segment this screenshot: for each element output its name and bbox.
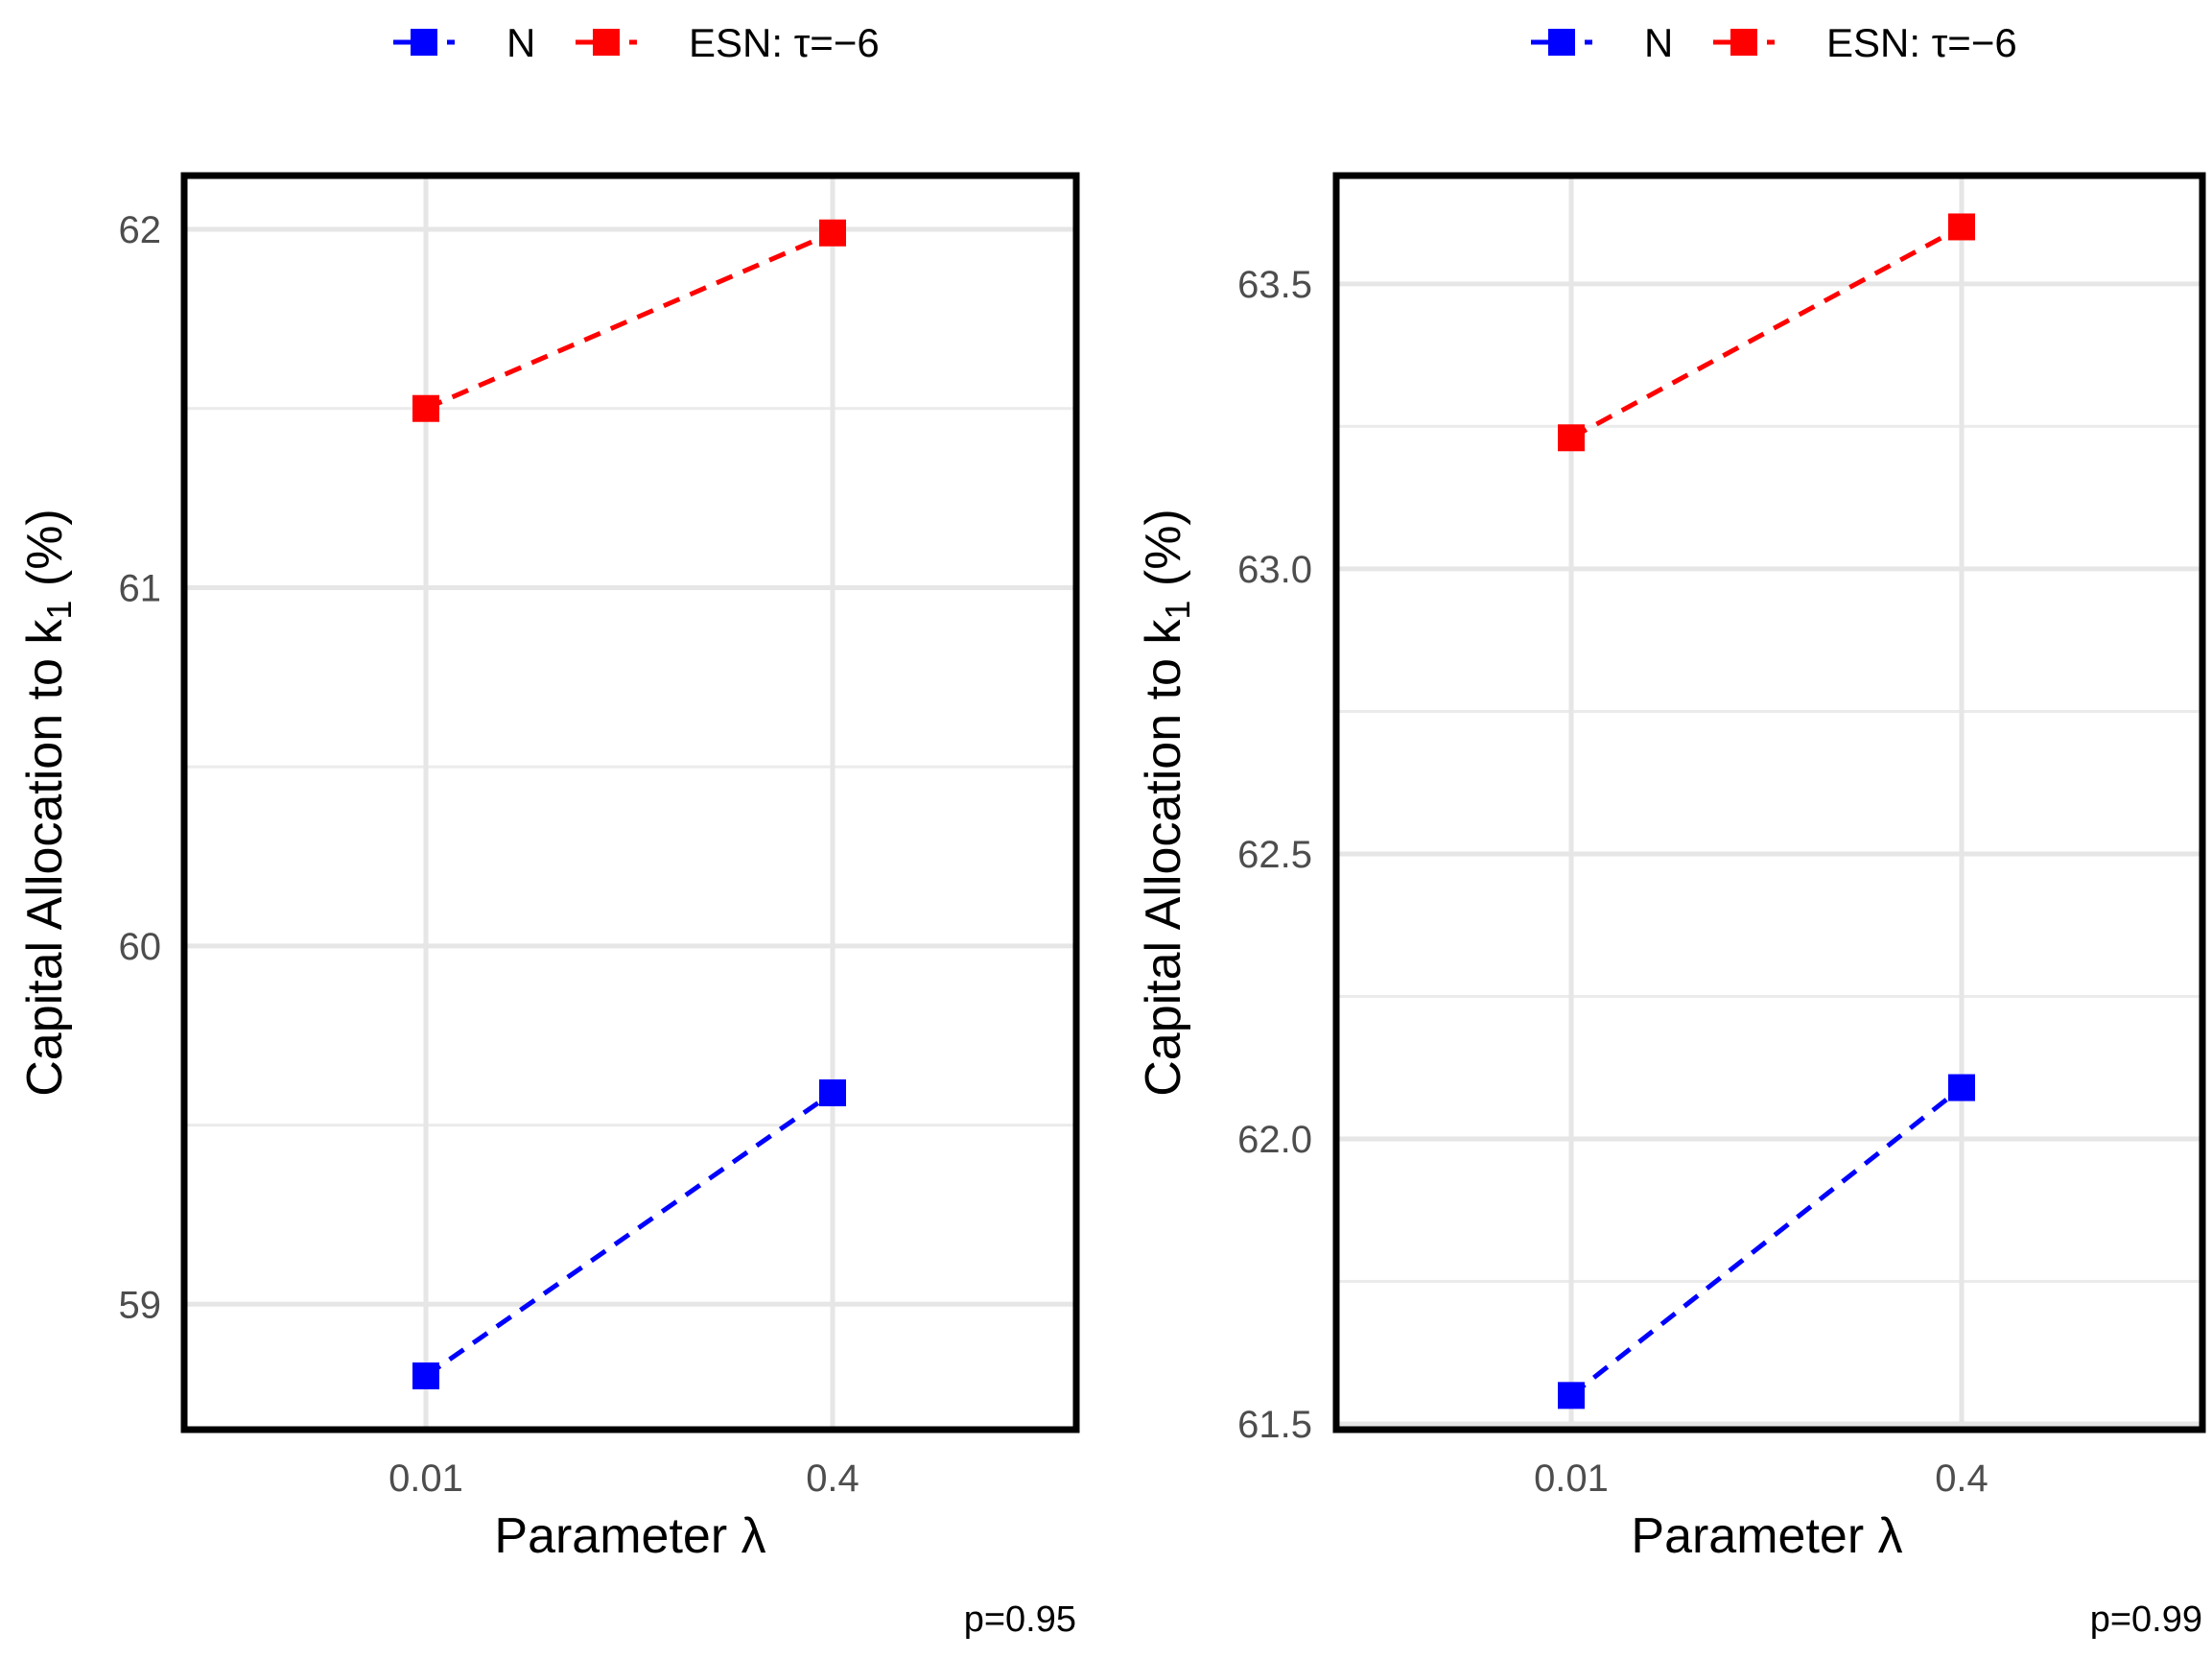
y-tick-label: 61: [119, 567, 162, 609]
series-line-esn: [1569, 225, 1964, 440]
caption: p=0.95: [964, 1599, 1076, 1640]
plot-frame: [180, 172, 1080, 1433]
plot-background: [184, 176, 1076, 1430]
chart-panel-2: 61.5 62.0 62.5 63.0 63.5 0.01 0.4 Parameter λ Ca…: [1136, 20, 2206, 1640]
data-point-esn-1: [412, 394, 439, 422]
series-line-n: [1569, 1085, 1964, 1398]
data-point-esn-1: [1558, 424, 1585, 452]
y-tick-label: 63.0: [1237, 549, 1312, 591]
y-tick-label: 63.5: [1237, 264, 1312, 306]
y-tick-label: 62: [119, 209, 162, 251]
legend-label-n: N: [506, 20, 535, 65]
data-point-n-1: [1558, 1382, 1585, 1409]
legend-key-marker-n: [1548, 29, 1575, 56]
legend-key-marker-esn: [593, 29, 620, 56]
y-axis-title: Capital Allocation to k1 (%): [17, 509, 79, 1097]
data-point-n-2: [819, 1078, 846, 1106]
y-axis-title: Capital Allocation to k1 (%): [1136, 509, 1197, 1097]
data-point-esn-2: [1948, 213, 1975, 241]
y-tick-label: 62.0: [1237, 1119, 1312, 1161]
x-tick-label: 0.01: [388, 1457, 463, 1500]
x-tick-label: 0.4: [1935, 1457, 1988, 1500]
legend: N ESN: τ=−6: [1531, 20, 2017, 65]
x-axis-title: Parameter λ: [494, 1508, 765, 1564]
legend: N ESN: τ=−6: [393, 20, 880, 65]
legend-label-n: N: [1644, 20, 1673, 65]
data-point-n-2: [1948, 1074, 1975, 1101]
legend-key-marker-n: [411, 29, 437, 56]
caption: p=0.99: [2090, 1599, 2202, 1640]
plot-background: [1336, 176, 2202, 1430]
plot-frame: [1332, 172, 2206, 1433]
legend-label-esn: ESN: τ=−6: [689, 20, 880, 65]
series-line-esn: [425, 230, 834, 412]
y-tick-label: 59: [119, 1284, 162, 1326]
series-line-n: [424, 1090, 835, 1379]
legend-label-esn: ESN: τ=−6: [1826, 20, 2017, 65]
x-tick-label: 0.4: [806, 1457, 859, 1500]
data-point-n-1: [412, 1362, 439, 1389]
x-axis-title: Parameter λ: [1631, 1508, 1902, 1564]
y-tick-label: 61.5: [1237, 1404, 1312, 1446]
x-tick-label: 0.01: [1534, 1457, 1609, 1500]
legend-key-marker-esn: [1730, 29, 1757, 56]
y-tick-label: 60: [119, 926, 162, 968]
chart-panel-1: 59 60 61 62 0.01 0.4 Parameter λ Capital Alloca…: [17, 20, 1080, 1640]
data-point-esn-2: [819, 219, 846, 247]
y-tick-label: 62.5: [1237, 834, 1312, 876]
